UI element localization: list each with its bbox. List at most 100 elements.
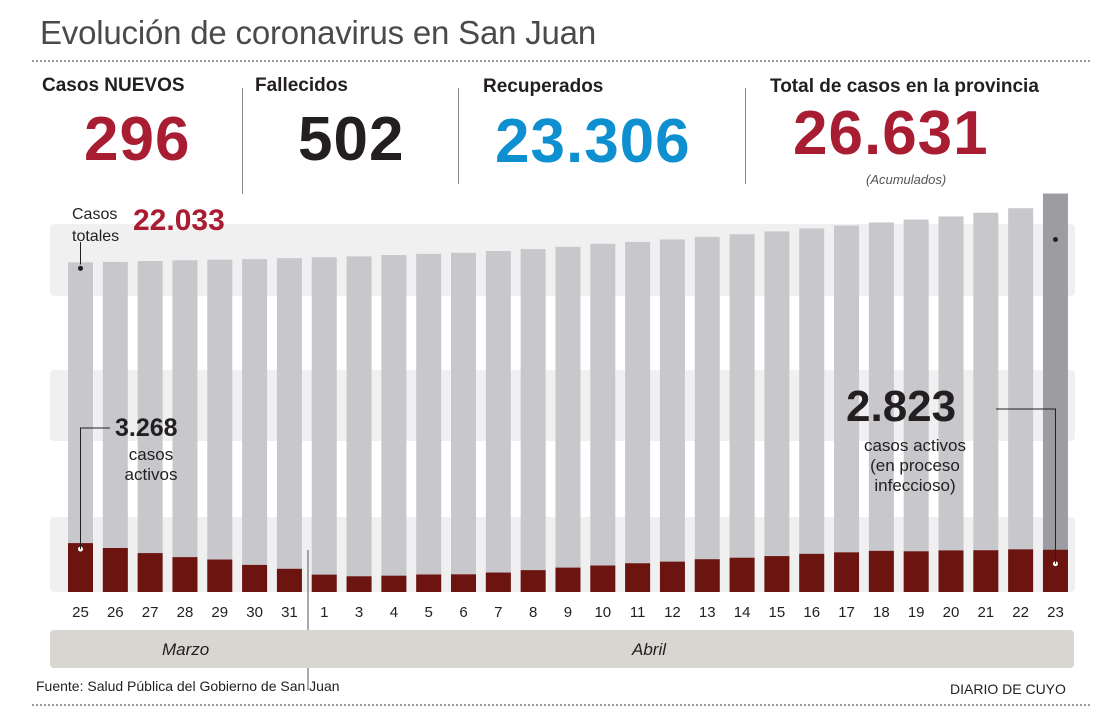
total-bar bbox=[590, 243, 616, 592]
fallecidos-value: 502 bbox=[298, 105, 405, 174]
total-bar bbox=[868, 222, 894, 593]
x-tick-label: 28 bbox=[177, 604, 194, 621]
active-bar bbox=[381, 575, 407, 592]
active-bar bbox=[973, 550, 999, 592]
active-bar bbox=[1008, 549, 1034, 592]
stat-divider bbox=[458, 88, 459, 184]
active-bar bbox=[555, 567, 581, 592]
active-bar bbox=[764, 556, 790, 592]
x-tick-label: 13 bbox=[699, 604, 716, 621]
total-bar bbox=[729, 234, 755, 593]
x-tick-label: 6 bbox=[459, 604, 467, 621]
x-tick-label: 18 bbox=[873, 604, 890, 621]
x-tick-label: 26 bbox=[107, 604, 124, 621]
total-note: (Acumulados) bbox=[866, 172, 947, 187]
x-tick-label: 21 bbox=[977, 604, 994, 621]
brand-text: DIARIO DE CUYO bbox=[950, 681, 1066, 697]
marker-dot bbox=[78, 265, 83, 271]
x-tick-label: 16 bbox=[803, 604, 820, 621]
leader-line bbox=[80, 427, 110, 550]
total-bar bbox=[659, 239, 685, 592]
x-tick-label: 30 bbox=[246, 604, 263, 621]
bottom-divider bbox=[32, 704, 1090, 706]
active-bar bbox=[172, 557, 198, 592]
total-bar bbox=[938, 216, 964, 592]
right-active-text: casos activos (en proceso infeccioso) bbox=[845, 436, 985, 496]
active-bar bbox=[242, 564, 268, 592]
x-tick-label: 31 bbox=[281, 604, 298, 621]
total-bar bbox=[207, 259, 233, 592]
x-tick-label: 27 bbox=[142, 604, 159, 621]
left-active-line-2: activos bbox=[124, 465, 178, 484]
active-bar bbox=[590, 565, 616, 592]
top-divider bbox=[32, 60, 1090, 62]
total-bar bbox=[381, 255, 407, 593]
page-title: Evolución de coronavirus en San Juan bbox=[40, 14, 596, 51]
tick-labels: 25 26 27 28 29 30 31 1 3 4 5 6 7 8 9 10 11 12 13 14 15 16 17 18… bbox=[72, 604, 1064, 621]
x-tick-label: 9 bbox=[564, 604, 572, 621]
stat-divider bbox=[242, 88, 243, 194]
casos-totales-line-1: Casos bbox=[72, 206, 118, 223]
active-bar bbox=[903, 551, 929, 592]
x-tick-label: 1 bbox=[320, 604, 328, 621]
casos-totales-value: 22.033 bbox=[133, 204, 225, 237]
x-tick-label: 23 bbox=[1047, 604, 1064, 621]
right-active-value: 2.823 bbox=[846, 382, 957, 431]
casos-totales-label: Casos totales bbox=[72, 204, 119, 248]
month-april: Abril bbox=[632, 640, 667, 659]
month-march: Marzo bbox=[162, 640, 210, 659]
active-bar bbox=[834, 552, 860, 592]
x-tick-label: 5 bbox=[425, 604, 433, 621]
total-bar bbox=[416, 253, 442, 592]
active-bar bbox=[938, 550, 964, 592]
x-tick-label: 22 bbox=[1012, 604, 1029, 621]
recuperados-value: 23.306 bbox=[495, 107, 691, 176]
total-bar bbox=[102, 261, 128, 592]
active-bar bbox=[868, 550, 894, 592]
casos-totales-line-2: totales bbox=[72, 228, 120, 245]
total-bar bbox=[451, 252, 477, 593]
bars bbox=[68, 193, 1068, 593]
active-bar bbox=[520, 570, 546, 592]
nuevos-label: Casos NUEVOS bbox=[42, 75, 185, 96]
total-bar bbox=[520, 249, 546, 592]
active-bar bbox=[346, 576, 372, 592]
total-bar bbox=[973, 212, 999, 592]
active-bar bbox=[276, 568, 302, 592]
total-bar bbox=[242, 259, 268, 592]
active-bar bbox=[694, 559, 720, 592]
fallecidos-label: Fallecidos bbox=[255, 75, 348, 96]
x-tick-label: 17 bbox=[838, 604, 855, 621]
active-bar bbox=[207, 559, 233, 592]
total-bar bbox=[625, 241, 651, 592]
active-bar bbox=[137, 553, 163, 592]
left-active-line-1: casos bbox=[128, 445, 174, 464]
total-bar bbox=[555, 246, 581, 592]
total-bar bbox=[694, 236, 720, 592]
x-tick-label: 8 bbox=[529, 604, 537, 621]
x-tick-label: 7 bbox=[494, 604, 502, 621]
right-active-line-2: (en proceso bbox=[870, 456, 960, 475]
total-bar bbox=[485, 250, 511, 592]
source-text: Fuente: Salud Pública del Gobierno de Sa… bbox=[36, 678, 340, 694]
total-bar bbox=[834, 225, 860, 592]
total-value: 26.631 bbox=[793, 99, 989, 168]
x-tick-label: 29 bbox=[211, 604, 228, 621]
leader-line bbox=[996, 408, 1056, 564]
recuperados-label: Recuperados bbox=[483, 76, 604, 97]
total-bar bbox=[172, 260, 198, 592]
total-label: Total de casos en la provincia bbox=[770, 76, 1039, 97]
x-tick-label: 25 bbox=[72, 604, 89, 621]
total-bar bbox=[799, 228, 825, 592]
x-tick-label: 14 bbox=[734, 604, 751, 621]
active-bar bbox=[451, 574, 477, 592]
total-bar bbox=[137, 261, 163, 592]
month-bar bbox=[50, 630, 1074, 668]
x-tick-label: 15 bbox=[769, 604, 786, 621]
active-bar bbox=[485, 572, 511, 592]
x-tick-label: 11 bbox=[630, 604, 646, 621]
left-active-value: 3.268 bbox=[115, 414, 178, 442]
left-active-text: casos activos bbox=[113, 445, 189, 485]
